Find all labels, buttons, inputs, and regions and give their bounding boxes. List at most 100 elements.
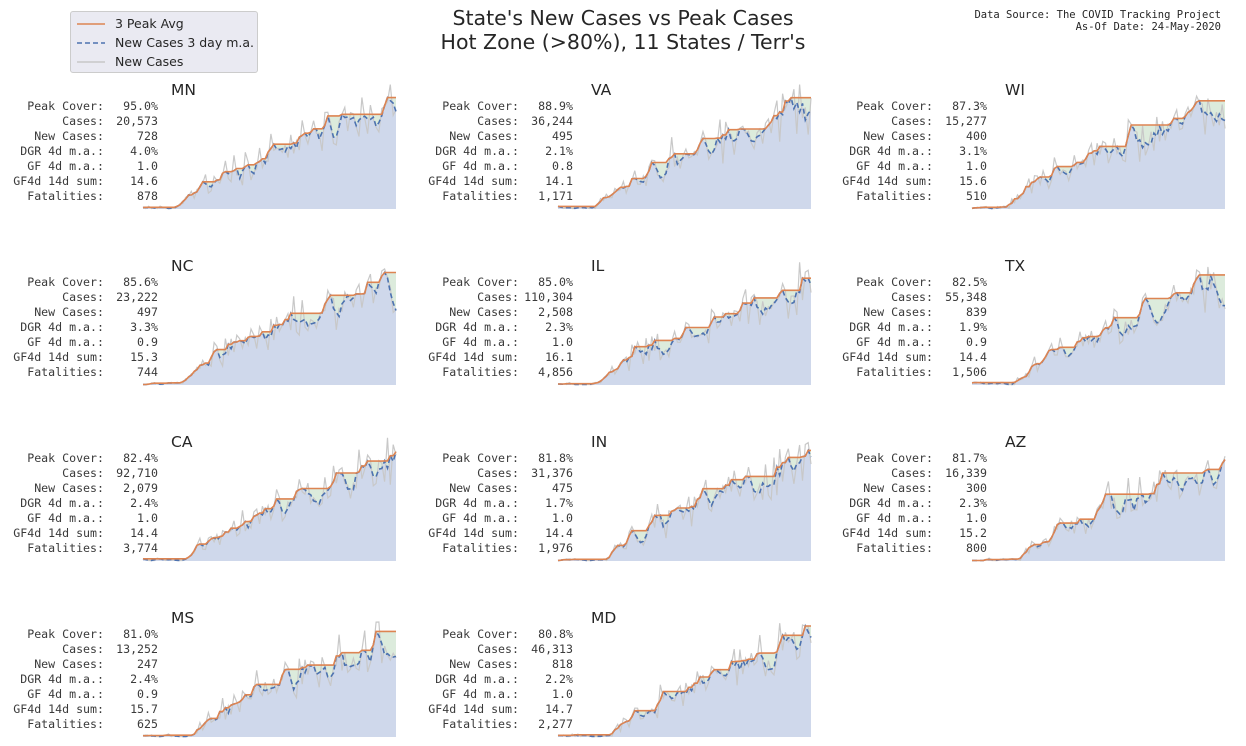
stat-label: DGR 4d m.a.: xyxy=(20,496,104,510)
stat-row: GF 4d m.a.: 1.0 xyxy=(415,511,575,526)
stat-value: 3.3% xyxy=(130,320,158,334)
stat-row: Cases: 23,222 xyxy=(0,290,160,305)
stat-value: 20,573 xyxy=(116,114,158,128)
chart-title-line-1: State's New Cases vs Peak Cases xyxy=(452,6,794,30)
stat-value: 16,339 xyxy=(945,466,987,480)
stat-value: 14.4 xyxy=(545,526,573,540)
state-name: NC xyxy=(171,257,194,275)
stat-value: 80.8% xyxy=(538,627,573,641)
stat-label: Fatalities: xyxy=(442,365,519,379)
stat-row: GF4d 14d sum: 14.4 xyxy=(415,526,575,541)
peak-average-line xyxy=(143,271,396,386)
moving-average-line xyxy=(142,629,397,738)
stat-value: 475 xyxy=(552,481,573,495)
stat-row: DGR 4d m.a.: 2.3% xyxy=(415,320,575,335)
stat-value: 31,376 xyxy=(531,466,573,480)
state-chart xyxy=(142,84,397,210)
state-chart xyxy=(971,266,1226,386)
stat-value: 13,252 xyxy=(116,642,158,656)
state-panel: MN Peak Cover: 95.0% Cases: 20,573 New Cases:… xyxy=(0,81,400,216)
state-name: AZ xyxy=(1005,433,1027,451)
stat-value: 800 xyxy=(966,541,987,555)
state-name: WI xyxy=(1005,81,1025,99)
state-panel: NC Peak Cover: 85.6% Cases: 23,222 New Cases:… xyxy=(0,257,400,392)
state-panel: CA Peak Cover: 82.4% Cases: 92,710 New Cases:… xyxy=(0,433,400,568)
stat-label: New Cases: xyxy=(449,657,519,671)
stat-value: 85.0% xyxy=(538,275,573,289)
stat-label: Fatalities: xyxy=(442,717,519,731)
stat-label: Peak Cover: xyxy=(442,627,519,641)
legend: 3 Peak Avg New Cases 3 day m.a. New Case… xyxy=(70,11,258,73)
stat-label: GF 4d m.a.: xyxy=(442,335,519,349)
stat-row: Fatalities: 878 xyxy=(0,189,160,204)
stat-value: 1.0 xyxy=(552,687,573,701)
stat-value: 15.6 xyxy=(959,174,987,188)
stat-value: 510 xyxy=(966,189,987,203)
stat-row: New Cases: 818 xyxy=(415,657,575,672)
stat-value: 2.2% xyxy=(545,672,573,686)
peak-average-line xyxy=(557,449,811,562)
state-chart xyxy=(143,268,397,386)
stat-label: New Cases: xyxy=(863,305,933,319)
stat-row: GF4d 14d sum: 15.3 xyxy=(0,350,160,365)
stat-row: Cases: 46,313 xyxy=(415,642,575,657)
peak-average-line xyxy=(143,630,396,737)
stat-row: Peak Cover: 85.0% xyxy=(415,275,575,290)
stats-block: Peak Cover: 87.3% Cases: 15,277 New Cases: 40… xyxy=(829,99,989,204)
stat-row: New Cases: 2,508 xyxy=(415,305,575,320)
stat-label: Peak Cover: xyxy=(27,627,104,641)
stat-label: Cases: xyxy=(62,642,104,656)
stat-value: 495 xyxy=(552,129,573,143)
moving-average-area xyxy=(143,631,396,737)
peak-average-line xyxy=(142,96,396,209)
stat-label: GF 4d m.a.: xyxy=(27,335,104,349)
stat-label: GF4d 14d sum: xyxy=(428,702,519,716)
stat-row: Cases: 110,304 xyxy=(415,290,575,305)
state-chart xyxy=(142,621,397,738)
stat-row: DGR 4d m.a.: 2.1% xyxy=(415,144,575,159)
moving-average-area xyxy=(972,274,1225,385)
peak-average-line xyxy=(558,277,811,385)
stat-label: New Cases: xyxy=(34,481,104,495)
stat-label: Fatalities: xyxy=(27,189,104,203)
stat-row: New Cases: 300 xyxy=(829,481,989,496)
stat-value: 1.0 xyxy=(552,335,573,349)
stat-label: DGR 4d m.a.: xyxy=(435,672,519,686)
peak-average-line xyxy=(971,99,1225,210)
stat-row: Fatalities: 2,277 xyxy=(415,717,575,732)
stat-value: 0.9 xyxy=(137,335,158,349)
new-cases-line xyxy=(557,84,812,210)
stat-value: 0.9 xyxy=(966,335,987,349)
stat-label: GF4d 14d sum: xyxy=(428,526,519,540)
data-source-line: Data Source: The COVID Tracking Project xyxy=(974,9,1221,21)
stat-value: 1.7% xyxy=(545,496,573,510)
stat-value: 878 xyxy=(137,189,158,203)
stat-value: 82.4% xyxy=(123,451,158,465)
stat-label: New Cases: xyxy=(863,481,933,495)
stat-row: GF4d 14d sum: 15.6 xyxy=(829,174,989,189)
stat-label: New Cases: xyxy=(449,305,519,319)
stat-label: Cases: xyxy=(62,466,104,480)
stat-value: 15.2 xyxy=(959,526,987,540)
stat-label: GF 4d m.a.: xyxy=(27,159,104,173)
stat-value: 15.3 xyxy=(130,350,158,364)
stat-row: DGR 4d m.a.: 3.3% xyxy=(0,320,160,335)
state-name: MN xyxy=(171,81,196,99)
stat-row: Fatalities: 510 xyxy=(829,189,989,204)
stat-label: Cases: xyxy=(891,290,933,304)
stat-row: GF 4d m.a.: 0.9 xyxy=(0,335,160,350)
state-chart xyxy=(557,441,812,562)
stat-row: DGR 4d m.a.: 2.4% xyxy=(0,672,160,687)
moving-average-area xyxy=(972,100,1225,209)
stat-value: 1.0 xyxy=(137,159,158,173)
stat-label: Cases: xyxy=(62,290,104,304)
stat-row: Cases: 13,252 xyxy=(0,642,160,657)
state-chart xyxy=(971,456,1226,562)
stat-row: DGR 4d m.a.: 2.2% xyxy=(415,672,575,687)
stat-label: Fatalities: xyxy=(856,189,933,203)
state-name: MD xyxy=(591,609,617,627)
stat-label: DGR 4d m.a.: xyxy=(20,144,104,158)
stat-value: 300 xyxy=(966,481,987,495)
stat-row: New Cases: 497 xyxy=(0,305,160,320)
state-name: IN xyxy=(591,433,608,451)
